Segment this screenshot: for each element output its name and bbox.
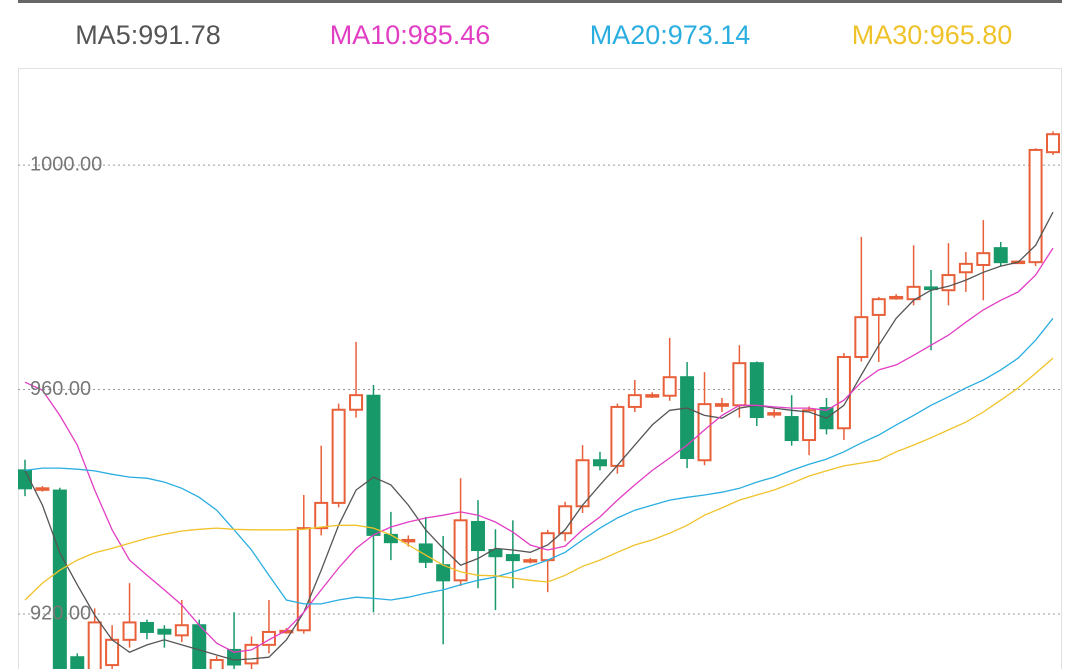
legend-item: MA30:965.80 bbox=[852, 20, 1013, 50]
candle-body bbox=[958, 262, 973, 274]
candle-body bbox=[52, 489, 67, 669]
candle-body bbox=[174, 624, 189, 637]
candle-body bbox=[680, 376, 695, 460]
ma-line bbox=[24, 247, 1054, 653]
candle-body bbox=[383, 533, 398, 544]
legend-item: MA10:985.46 bbox=[330, 20, 491, 50]
y-tick-label: 1000.00 bbox=[30, 153, 102, 175]
candle-body bbox=[87, 621, 102, 669]
candle-body bbox=[157, 628, 172, 635]
candle-body bbox=[592, 459, 607, 467]
candle-body bbox=[401, 538, 416, 543]
legend-item: MA5:991.78 bbox=[75, 20, 221, 50]
candle-body bbox=[889, 295, 904, 300]
candle-body bbox=[139, 621, 154, 633]
plot-frame bbox=[18, 68, 1062, 669]
candle-body bbox=[488, 549, 503, 558]
candle-body bbox=[105, 638, 120, 667]
candle-body bbox=[122, 621, 137, 641]
candle-body bbox=[523, 559, 538, 563]
candle-body bbox=[1046, 133, 1060, 154]
candle-body bbox=[296, 527, 311, 632]
candle-body bbox=[627, 394, 642, 408]
candle-body bbox=[227, 648, 242, 666]
candle-body bbox=[732, 362, 747, 407]
candle-body bbox=[784, 416, 799, 442]
candle-body bbox=[35, 487, 50, 491]
y-tick-label: 920.00 bbox=[30, 602, 91, 624]
candle-body bbox=[366, 394, 381, 536]
candle-body bbox=[871, 298, 886, 316]
candle-body bbox=[209, 659, 224, 669]
candle-body bbox=[767, 412, 782, 416]
ma-line bbox=[24, 317, 1054, 605]
candle-body bbox=[70, 656, 85, 669]
candle-body bbox=[749, 362, 764, 419]
candle-body bbox=[906, 285, 921, 301]
candle-body bbox=[453, 519, 468, 582]
legend-item: MA20:973.14 bbox=[590, 20, 751, 50]
candle-body bbox=[1028, 148, 1043, 264]
candle-body bbox=[645, 394, 660, 398]
candle-body bbox=[854, 316, 869, 358]
candle-body bbox=[505, 554, 520, 562]
candle-body bbox=[802, 409, 817, 442]
ma-line bbox=[24, 211, 1054, 661]
ma-line bbox=[24, 357, 1054, 601]
candle-body bbox=[714, 403, 729, 407]
candle-body bbox=[697, 403, 712, 462]
candle-body bbox=[314, 501, 329, 530]
top-bar bbox=[18, 0, 1062, 3]
candle-body bbox=[331, 408, 346, 504]
candle-body bbox=[993, 247, 1008, 264]
candle-body bbox=[836, 355, 851, 430]
candle-body bbox=[471, 520, 486, 552]
candle-body bbox=[349, 394, 364, 411]
candle-body bbox=[610, 405, 625, 467]
candle-body bbox=[192, 624, 207, 669]
y-tick-label: 960.00 bbox=[30, 378, 91, 400]
candle-body bbox=[662, 376, 677, 397]
candle-body bbox=[976, 252, 991, 266]
candle-body bbox=[941, 274, 956, 292]
